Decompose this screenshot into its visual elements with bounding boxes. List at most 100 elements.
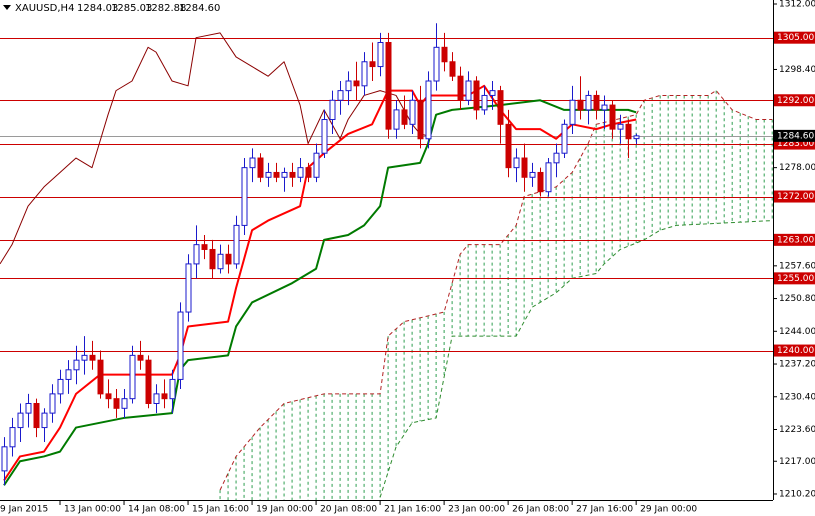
candle-body — [313, 152, 320, 178]
candle-body — [545, 162, 552, 193]
candle-body — [553, 152, 560, 164]
bid-tag-label: 1284.60 — [777, 131, 814, 141]
bid-tag — [774, 129, 815, 142]
candle-body — [105, 393, 112, 400]
candle-body — [625, 123, 632, 140]
candle-body — [409, 99, 416, 125]
candle-body — [113, 398, 120, 409]
candle-body — [305, 167, 312, 178]
candle-body — [497, 90, 504, 125]
candle-body — [33, 402, 40, 429]
x-tick-label: 20 Jan 08:00 — [320, 505, 377, 515]
y-tick-label: 1237.20 — [779, 360, 815, 370]
x-tick-label: 27 Jan 16:00 — [576, 505, 633, 515]
candle-body — [617, 123, 624, 130]
level-tag-label: 1283.00 — [777, 139, 814, 149]
candle-body — [377, 42, 384, 68]
candle-body — [417, 99, 424, 140]
level-tag-label: 1255.00 — [777, 274, 814, 284]
candle-body — [425, 80, 432, 140]
candle-body — [217, 253, 224, 270]
candle-body — [257, 157, 264, 178]
candle-body — [441, 46, 448, 63]
candle-body — [193, 244, 200, 265]
candle-body — [561, 123, 568, 154]
candle-body — [9, 427, 16, 448]
x-tick-label: 14 Jan 08:00 — [128, 505, 185, 515]
menu-arrow[interactable] — [3, 5, 11, 10]
candle-body — [201, 244, 208, 250]
level-tag — [774, 190, 815, 203]
candle-body — [265, 171, 272, 178]
y-tick-label: 1230.40 — [779, 392, 815, 402]
candle-body — [385, 42, 392, 130]
candle-body — [121, 398, 128, 409]
y-tick-label: 1250.80 — [779, 294, 815, 304]
candle-body — [321, 119, 328, 154]
candle-body — [97, 359, 104, 395]
plot-area — [0, 23, 773, 500]
candle-body — [129, 354, 136, 400]
y-tick-label: 1257.60 — [779, 261, 815, 271]
candle-body — [209, 248, 216, 270]
candle-body — [73, 359, 80, 371]
candle-body — [1, 446, 8, 472]
level-tag — [774, 31, 815, 44]
ohlc-close: 1284.60 — [179, 3, 220, 14]
candle-body — [593, 94, 600, 111]
y-tick-label: 1298.40 — [779, 65, 815, 75]
candle-body — [65, 369, 72, 380]
candle-body — [521, 157, 528, 178]
y-tick-label: 1223.60 — [779, 425, 815, 435]
candle-body — [537, 171, 544, 193]
candle-body — [393, 109, 400, 130]
candle-body — [449, 61, 456, 77]
candle-body — [41, 412, 48, 429]
y-tick-label: 1244.00 — [779, 327, 815, 337]
x-tick-label: 9 Jan 2015 — [0, 505, 48, 515]
ohlc-high: 1285.03 — [111, 3, 152, 14]
level-tag — [774, 272, 815, 285]
candle-body — [161, 393, 168, 400]
candle-body — [473, 80, 480, 111]
candle-body — [241, 167, 248, 226]
candle-body — [57, 378, 64, 395]
candle-body — [505, 123, 512, 169]
candle-body — [609, 104, 616, 130]
candle-body — [17, 412, 24, 429]
ohlc-low: 1282.88 — [145, 3, 186, 14]
x-tick-label: 13 Jan 00:00 — [64, 505, 121, 515]
candle-body — [289, 171, 296, 178]
candle-body — [633, 135, 640, 140]
level-tag — [774, 233, 815, 246]
y-tick-label: 1210.20 — [779, 489, 815, 499]
level-tag-label: 1292.00 — [777, 96, 814, 106]
candle-body — [513, 157, 520, 169]
candle-body — [481, 94, 488, 111]
candle-body — [457, 75, 464, 101]
candle-body — [89, 354, 96, 361]
x-tick-label: 23 Jan 00:00 — [448, 505, 505, 515]
candle-body — [145, 359, 152, 404]
symbol: XAUUSD,H4 — [15, 3, 74, 14]
cloud-span — [379, 220, 773, 498]
candle-body — [361, 61, 368, 87]
candle-body — [577, 99, 584, 111]
candle-body — [281, 171, 288, 178]
level-tag-label: 1305.00 — [777, 33, 814, 43]
ohlc-open: 1284.03 — [77, 3, 118, 14]
candle-body — [49, 393, 56, 414]
level-tag-label: 1240.00 — [777, 346, 814, 356]
candle-body — [353, 80, 360, 87]
candle-body — [337, 90, 344, 101]
y-tick-label: 1217.00 — [779, 457, 815, 467]
candle-body — [529, 171, 536, 178]
x-tick-label: 19 Jan 00:00 — [256, 505, 313, 515]
x-tick-label: 29 Jan 00:00 — [640, 505, 697, 515]
y-tick-label: 1278.00 — [779, 163, 815, 173]
x-tick-label: 15 Jan 16:00 — [192, 505, 249, 515]
candle-body — [169, 378, 176, 400]
candle-body — [569, 99, 576, 125]
